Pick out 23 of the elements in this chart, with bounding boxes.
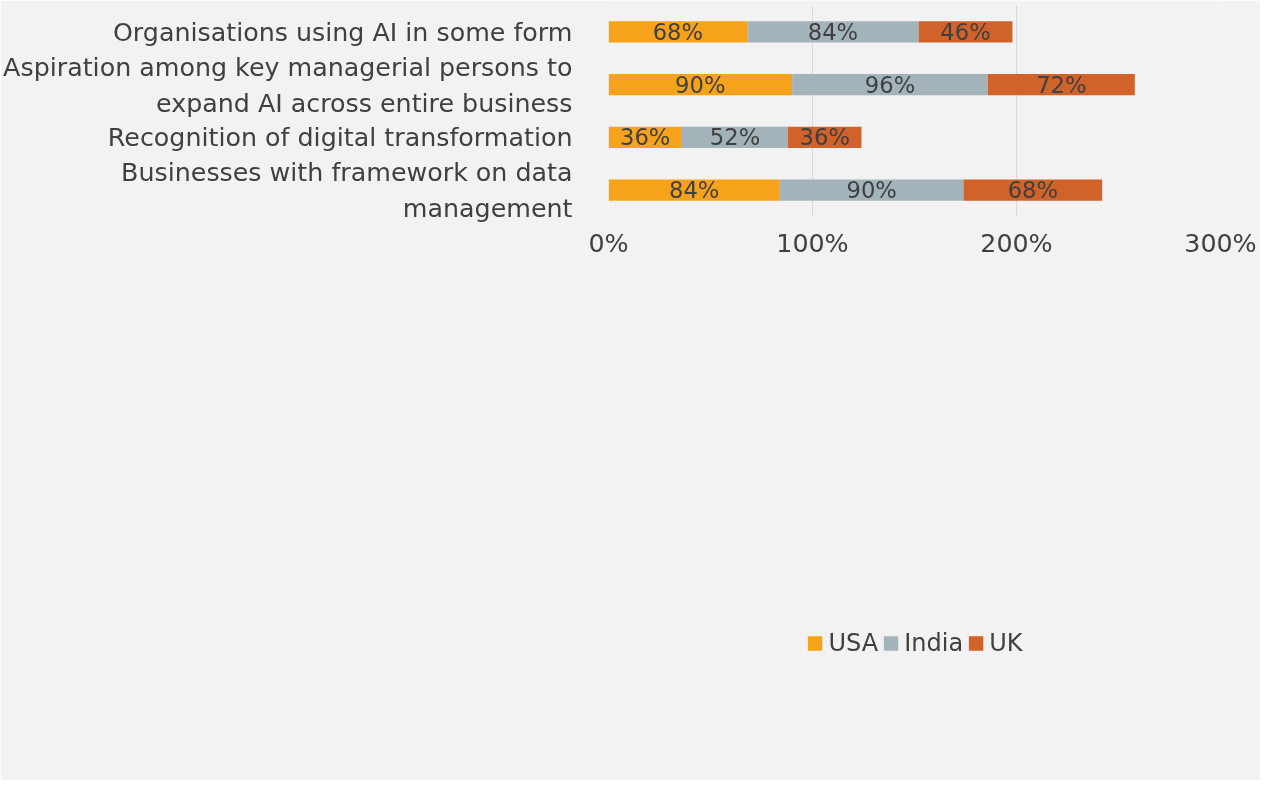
- data-label: 36%: [799, 124, 850, 151]
- legend-label: UK: [989, 629, 1023, 657]
- data-label: 72%: [1036, 71, 1087, 98]
- x-tick-label: 300%: [1184, 227, 1257, 258]
- legend-label: USA: [828, 629, 879, 657]
- data-label: 96%: [864, 71, 916, 98]
- y-tick-label: Aspiration among key managerial persons to expand AI across entire business: [3, 51, 573, 118]
- data-label: 84%: [669, 177, 720, 204]
- data-label: 46%: [940, 18, 991, 45]
- y-tick-label: Organisations using AI in some form: [112, 16, 573, 47]
- x-tick-label: 0%: [588, 227, 629, 258]
- x-tick-label: 200%: [980, 227, 1053, 258]
- x-tick-label: 100%: [776, 227, 849, 258]
- data-label: 84%: [807, 18, 859, 45]
- y-tick-label: Recognition of digital transformation: [107, 122, 573, 153]
- legend-label: India: [904, 629, 964, 657]
- y-tick-label: Businesses with framework on data management: [121, 157, 573, 224]
- data-label: 90%: [675, 71, 726, 98]
- data-label: 52%: [709, 124, 761, 151]
- data-label: 36%: [620, 124, 671, 151]
- data-label: 68%: [1007, 177, 1058, 204]
- data-label: 90%: [846, 177, 897, 204]
- data-label: 68%: [652, 18, 704, 45]
